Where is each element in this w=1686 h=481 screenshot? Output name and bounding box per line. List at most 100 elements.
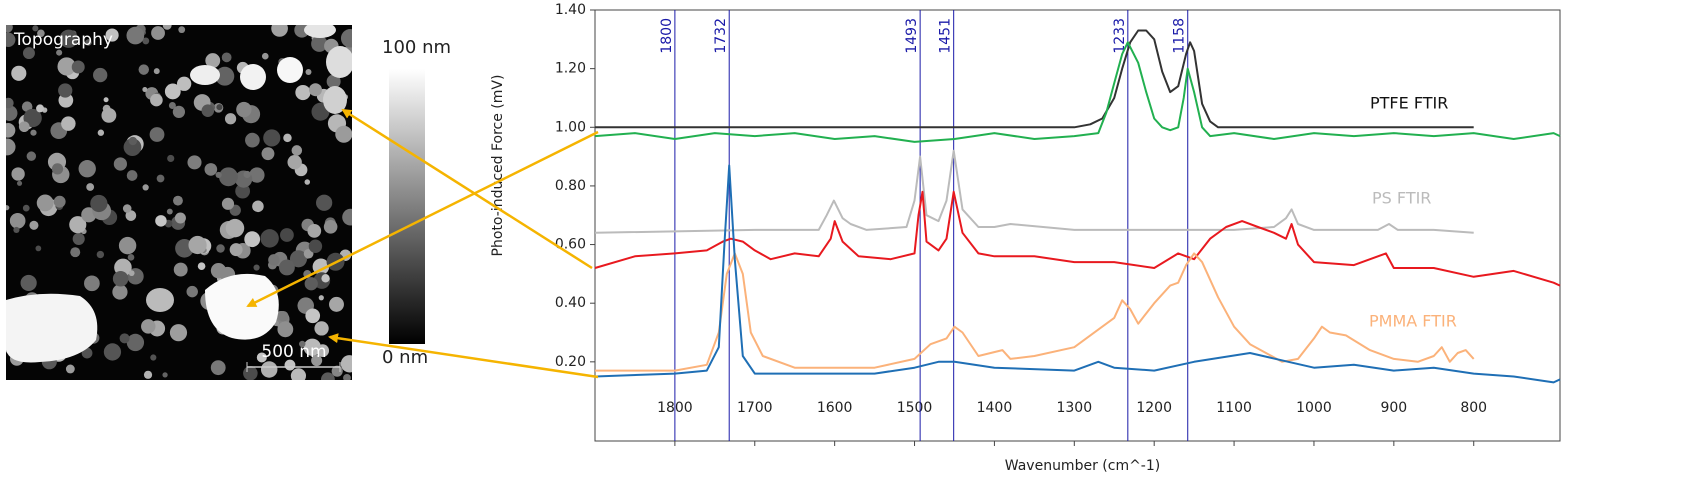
particle [243, 365, 258, 380]
reference-line-label: 1732 [713, 18, 729, 54]
x-tick-label: 900 [1380, 400, 1407, 416]
particle [103, 343, 122, 361]
particle [236, 101, 252, 118]
particle [229, 243, 243, 257]
particle [23, 108, 42, 128]
particle [70, 247, 81, 258]
particle [340, 29, 352, 48]
arrow [246, 130, 599, 308]
particle [128, 270, 135, 277]
particle [119, 333, 130, 344]
particle [149, 127, 165, 142]
particle [112, 284, 128, 300]
particle [168, 102, 176, 109]
particle [97, 129, 105, 136]
particle [6, 122, 16, 138]
particle [6, 32, 16, 47]
particle [305, 308, 321, 324]
particle [35, 245, 42, 252]
particle [178, 26, 186, 34]
particle [81, 347, 93, 359]
x-tick-label: 1500 [897, 400, 933, 416]
particle [249, 167, 265, 183]
particle [216, 104, 223, 111]
particle [29, 220, 39, 230]
particle [252, 200, 264, 213]
particle [174, 212, 186, 224]
particle [32, 25, 39, 32]
y-tick-label: 1.40 [555, 2, 586, 18]
y-tick-label: 0.40 [555, 295, 586, 311]
particle [11, 65, 27, 81]
particle [9, 212, 26, 229]
particle [316, 194, 333, 211]
particle [260, 229, 279, 248]
x-tick-label: 800 [1460, 400, 1487, 416]
particle [173, 195, 183, 206]
particle [205, 53, 221, 69]
particle [291, 145, 303, 156]
particle [113, 157, 127, 171]
particle [187, 155, 202, 170]
particle [151, 26, 165, 40]
particle [150, 93, 163, 107]
particle [69, 216, 87, 234]
particle [51, 163, 64, 175]
particle [128, 136, 138, 146]
particle [216, 244, 225, 253]
particle [6, 205, 10, 211]
particle [284, 359, 296, 371]
particle [197, 262, 206, 270]
series-line [594, 149, 1474, 234]
particle [186, 285, 198, 298]
particle [304, 179, 311, 185]
x-tick-label: 1100 [1216, 400, 1252, 416]
particle [86, 183, 95, 191]
particle [316, 344, 330, 357]
particle [305, 69, 312, 75]
particle [221, 52, 232, 63]
particle [340, 355, 352, 373]
plot-frame [594, 9, 1561, 442]
particle [57, 57, 76, 76]
particle [61, 116, 76, 131]
particle [125, 210, 137, 221]
particle [93, 67, 108, 83]
afm-large-features [6, 25, 352, 363]
series-label: PS FTIR [1372, 189, 1431, 208]
particle [155, 215, 167, 227]
y-tick-label: 0.80 [555, 178, 586, 194]
particle [126, 170, 138, 181]
particle [127, 253, 135, 261]
colorbar-min: 0 nm [382, 347, 428, 368]
series-line [594, 41, 1561, 143]
particle [96, 250, 105, 259]
series-line [594, 164, 1561, 384]
particle [173, 262, 188, 277]
particle [156, 174, 165, 183]
particle [343, 374, 351, 380]
particle [210, 360, 226, 376]
particle [126, 26, 145, 45]
particle [142, 37, 150, 45]
series-line [594, 190, 1561, 287]
particle [141, 319, 156, 334]
particle [90, 194, 108, 213]
arrow [328, 333, 599, 379]
reference-line-label: 1493 [904, 18, 920, 54]
particle [215, 171, 222, 179]
particle [321, 274, 330, 283]
particle [105, 28, 119, 42]
arrow [341, 108, 593, 270]
particle [299, 340, 306, 348]
particle [85, 39, 92, 46]
particle [244, 231, 261, 248]
x-axis-title: Wavenumber (cm^-1) [1005, 458, 1160, 474]
particle [167, 154, 175, 163]
particle [6, 105, 18, 121]
x-tick-label: 1000 [1296, 400, 1332, 416]
particle [143, 370, 153, 379]
particle [263, 129, 281, 147]
particle [335, 125, 352, 143]
particle [164, 83, 181, 100]
